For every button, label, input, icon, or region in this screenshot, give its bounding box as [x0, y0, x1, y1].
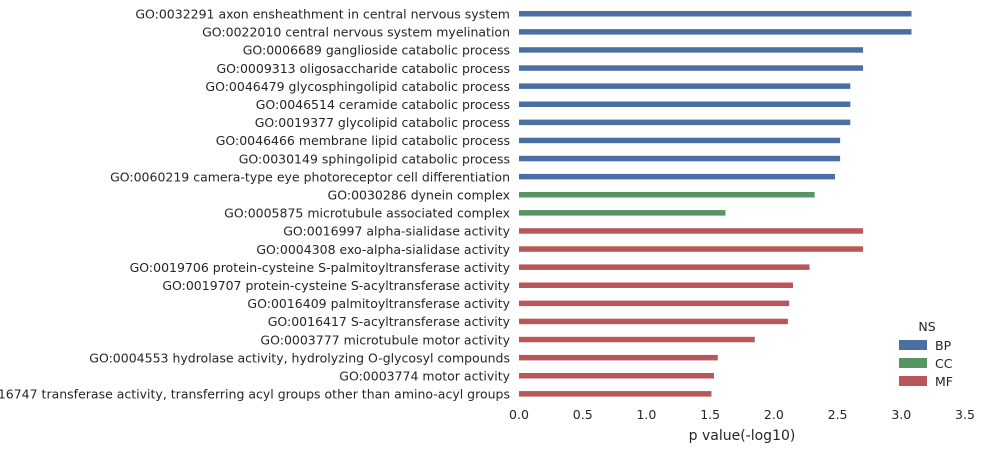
category-label: GO:0046466 membrane lipid catabolic proc…	[216, 133, 510, 148]
category-label: GO:0046479 glycosphingolipid catabolic p…	[205, 79, 510, 94]
bar-14	[519, 264, 810, 270]
category-label: GO:0016409 palmitoyltransferase activity	[247, 296, 510, 311]
bar-4	[519, 83, 851, 89]
category-label: GO:0019707 protein-cysteine S-acyltransf…	[162, 278, 510, 293]
x-tick-label: 1.5	[700, 407, 720, 422]
category-label: GO:0006689 ganglioside catabolic process	[243, 43, 510, 58]
bar-20	[519, 373, 714, 379]
x-tick-label: 3.5	[955, 407, 975, 422]
category-label: GO:0030149 sphingolipid catabolic proces…	[239, 151, 510, 166]
x-axis-title: p value(-log10)	[689, 428, 796, 444]
category-label: GO:0016747 transferase activity, transfe…	[0, 387, 510, 402]
legend: NS BP CC MF	[899, 319, 953, 389]
legend-swatch-bp	[899, 340, 927, 350]
category-label: GO:0046514 ceramide catabolic process	[256, 97, 510, 112]
category-label: GO:0016997 alpha-sialidase activity	[283, 224, 510, 239]
bar-13	[519, 246, 864, 252]
category-label: GO:0016417 S-acyltransferase activity	[268, 314, 511, 329]
legend-swatch-cc	[899, 358, 927, 368]
bar-19	[519, 354, 718, 361]
bar-6	[519, 119, 851, 126]
category-label: GO:0005875 microtubule associated comple…	[224, 206, 510, 221]
x-tick-label: 3.0	[891, 407, 911, 422]
bar-15	[519, 282, 793, 288]
category-labels: GO:0032291 axon ensheathment in central …	[0, 7, 511, 402]
bar-7	[519, 137, 841, 144]
legend-swatch-mf	[899, 376, 927, 386]
x-tick-label: 2.5	[828, 407, 848, 422]
category-label: GO:0019377 glycolipid catabolic process	[255, 115, 510, 130]
x-axis-ticks: 0.0 0.5 1.0 1.5 2.0 2.5 3.0 3.5	[509, 407, 975, 422]
legend-title: NS	[918, 319, 935, 334]
x-tick-label: 0.0	[509, 407, 529, 422]
bar-18	[519, 336, 755, 343]
category-label: GO:0004553 hydrolase activity, hydrolyzi…	[89, 350, 510, 365]
bar-10	[519, 192, 815, 198]
bar-11	[519, 210, 726, 216]
category-label: GO:0022010 central nervous system myelin…	[202, 25, 510, 40]
bar-21	[519, 391, 712, 397]
x-tick-label: 1.0	[636, 407, 656, 422]
category-label: GO:0060219 camera-type eye photoreceptor…	[110, 169, 510, 184]
bar-3	[519, 65, 864, 71]
category-label: GO:0030286 dynein complex	[328, 188, 510, 203]
x-tick-label: 0.5	[573, 407, 593, 422]
bar-8	[519, 155, 841, 162]
bar-0	[519, 11, 912, 17]
bar-1	[519, 29, 912, 35]
legend-label-mf: MF	[935, 374, 953, 389]
bar-5	[519, 101, 851, 107]
bar-12	[519, 228, 864, 234]
bar-2	[519, 47, 864, 53]
category-label: GO:0003777 microtubule motor activity	[260, 332, 510, 347]
bar-17	[519, 318, 788, 325]
bars-layer	[519, 11, 912, 397]
category-label: GO:0003774 motor activity	[339, 369, 510, 384]
category-label: GO:0004308 exo-alpha-sialidase activity	[256, 242, 510, 257]
bar-9	[519, 173, 836, 180]
category-label: GO:0032291 axon ensheathment in central …	[135, 7, 510, 22]
legend-label-cc: CC	[935, 356, 953, 371]
legend-label-bp: BP	[935, 338, 952, 353]
bar-16	[519, 300, 790, 307]
legend-entries: BP CC MF	[899, 338, 953, 389]
x-tick-label: 2.0	[764, 407, 784, 422]
category-label: GO:0009313 oligosaccharide catabolic pro…	[216, 61, 510, 76]
category-label: GO:0019706 protein-cysteine S-palmitoylt…	[130, 260, 511, 275]
